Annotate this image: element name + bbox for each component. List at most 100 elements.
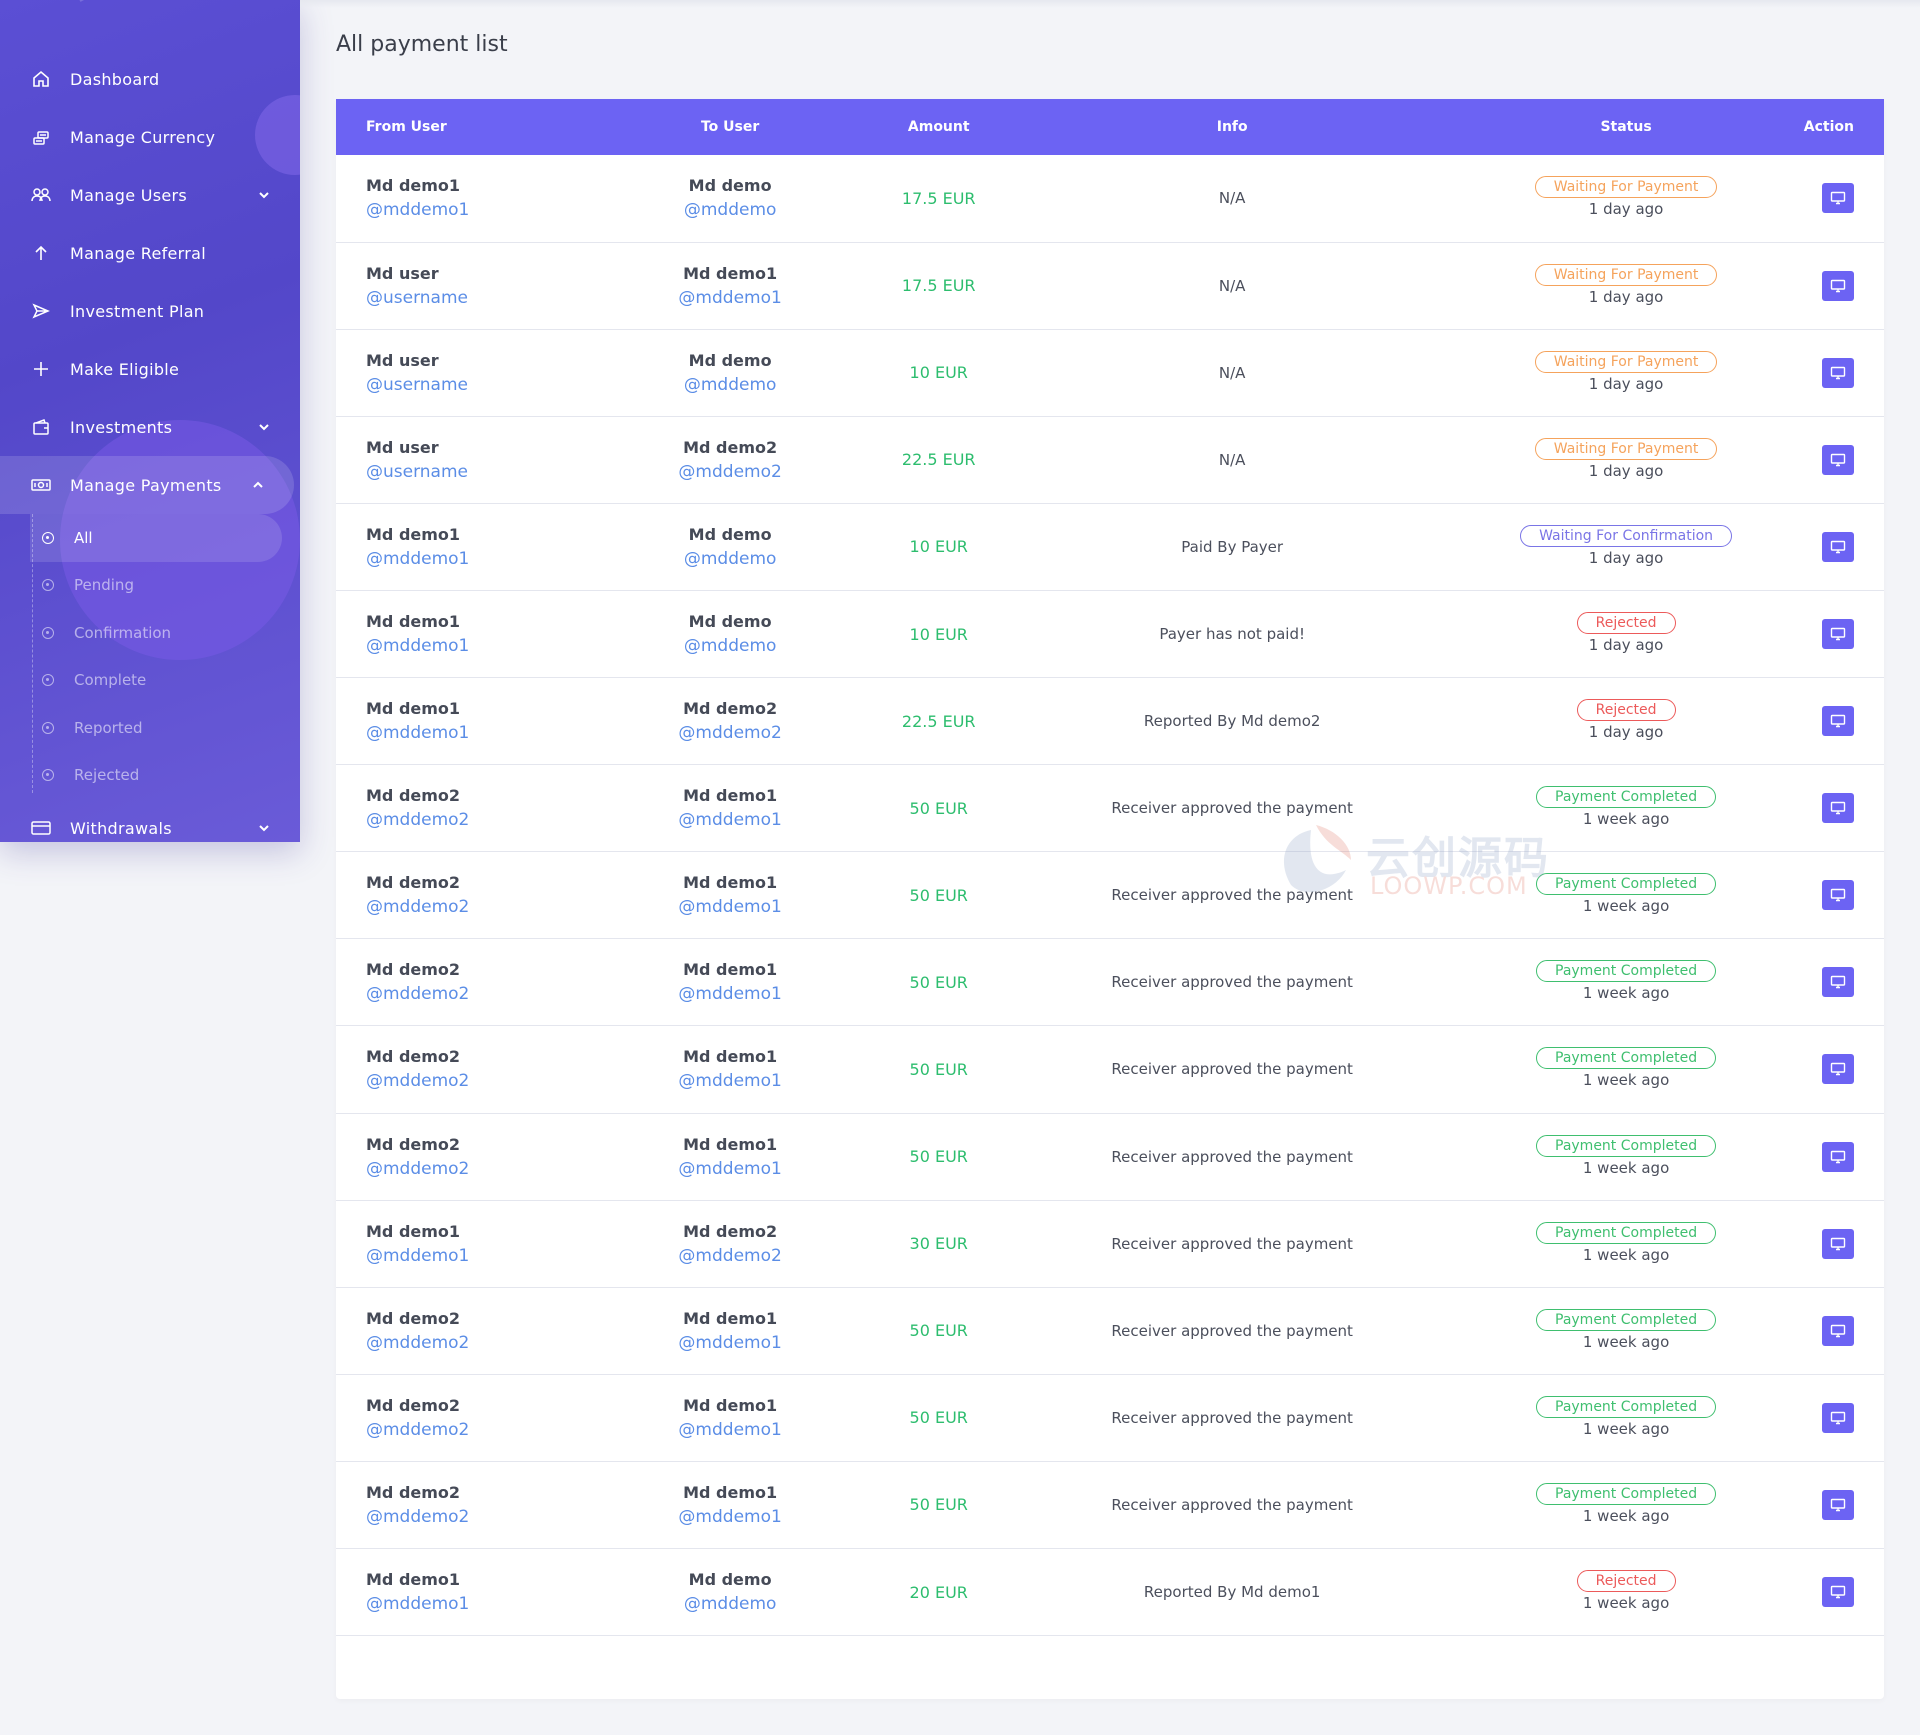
monitor-icon <box>1830 714 1846 728</box>
column-header-info[interactable]: Info <box>1216 119 1248 135</box>
to-user-handle-link[interactable]: @mddemo <box>683 1594 777 1615</box>
sidebar-item-manage-payments[interactable]: Manage Payments <box>0 456 294 514</box>
to-user-handle-link[interactable]: @mddemo2 <box>678 723 782 744</box>
to-user-handle-link[interactable]: @mddemo <box>683 636 777 657</box>
to-user-handle-link[interactable]: @mddemo <box>683 548 777 569</box>
time-ago: 1 week ago <box>1582 1158 1670 1177</box>
submenu-item-reported[interactable]: Reported <box>30 704 300 752</box>
money-icon <box>30 474 52 496</box>
from-user-handle-link[interactable]: @mddemo2 <box>366 984 470 1005</box>
to-user-handle-link[interactable]: @mddemo2 <box>678 461 782 482</box>
sidebar-item-investments[interactable]: Investments <box>0 398 300 456</box>
submenu-item-all[interactable]: All <box>30 514 282 562</box>
table-body: Md demo1 @mddemo1 Md demo @mddemo 17.5 EUR N/… <box>336 155 1884 1636</box>
sidebar-item-make-eligible[interactable]: Make Eligible <box>0 340 300 398</box>
cell-to-user: Md demo1 @mddemo1 <box>599 939 862 1026</box>
cell-action <box>1804 1461 1884 1548</box>
from-user-handle-link[interactable]: @mddemo2 <box>366 897 470 918</box>
radio-dot-icon <box>42 721 54 734</box>
sidebar-item-manage-currency[interactable]: Manage Currency <box>0 108 300 166</box>
cell-info: Receiver approved the payment <box>1016 1200 1448 1287</box>
radio-dot-icon <box>42 769 54 782</box>
view-details-button[interactable] <box>1822 793 1854 824</box>
view-details-button[interactable] <box>1822 1141 1854 1172</box>
from-user-handle-link[interactable]: @mddemo1 <box>366 723 470 744</box>
view-details-button[interactable] <box>1822 1315 1854 1346</box>
from-user-handle-link[interactable]: @mddemo1 <box>366 1245 470 1266</box>
column-header-status[interactable]: Status <box>1600 119 1652 135</box>
to-user-name: Md demo <box>688 612 772 632</box>
from-user-handle-link[interactable]: @mddemo2 <box>366 1332 470 1353</box>
monitor-icon <box>1830 1324 1846 1338</box>
view-details-button[interactable] <box>1822 1489 1854 1520</box>
from-user-handle-link[interactable]: @username <box>366 374 468 395</box>
submenu-item-confirmation[interactable]: Confirmation <box>30 609 300 657</box>
submenu-item-rejected[interactable]: Rejected <box>30 752 300 800</box>
view-details-button[interactable] <box>1822 967 1854 998</box>
column-header-from-user[interactable]: From User <box>366 119 447 135</box>
amount-value: 30 EUR <box>909 1234 968 1254</box>
sidebar-item-withdrawals[interactable]: Withdrawals <box>0 799 300 842</box>
sidebar-item-dashboard[interactable]: Dashboard <box>0 50 300 108</box>
sidebar-item-manage-referral[interactable]: Manage Referral <box>0 224 300 282</box>
cell-from-user: Md demo2 @mddemo2 <box>336 1026 599 1113</box>
submenu-item-complete[interactable]: Complete <box>30 657 300 705</box>
view-details-button[interactable] <box>1822 357 1854 388</box>
to-user-handle-link[interactable]: @mddemo2 <box>678 1245 782 1266</box>
sidebar-menu: Dashboard Manage Currency Manage Users M… <box>0 50 300 842</box>
view-details-button[interactable] <box>1822 183 1854 214</box>
from-user-handle-link[interactable]: @username <box>366 287 468 308</box>
column-header-amount[interactable]: Amount <box>907 119 970 135</box>
view-details-button[interactable] <box>1822 1402 1854 1433</box>
view-details-button[interactable] <box>1822 270 1854 301</box>
to-user-handle-link[interactable]: @mddemo1 <box>678 984 782 1005</box>
view-details-button[interactable] <box>1822 619 1854 650</box>
submenu-item-pending[interactable]: Pending <box>30 562 300 610</box>
to-user-handle-link[interactable]: @mddemo1 <box>678 1071 782 1092</box>
cell-to-user: Md demo @mddemo <box>599 155 862 242</box>
from-user-handle-link[interactable]: @mddemo1 <box>366 548 470 569</box>
from-user-handle-link[interactable]: @mddemo1 <box>366 636 470 657</box>
info-text: Reported By Md demo1 <box>1143 1583 1321 1602</box>
to-user-handle-link[interactable]: @mddemo1 <box>678 1419 782 1440</box>
to-user-handle-link[interactable]: @mddemo <box>683 374 777 395</box>
sidebar-item-manage-users[interactable]: Manage Users <box>0 166 300 224</box>
to-user-handle-link[interactable]: @mddemo <box>683 200 777 221</box>
status-badge: Payment Completed <box>1536 873 1717 896</box>
from-user-handle-link[interactable]: @mddemo1 <box>366 1594 470 1615</box>
from-user-handle-link[interactable]: @mddemo2 <box>366 810 470 831</box>
credit-card-icon <box>30 817 52 839</box>
payment-list-card: From User To User Amount Info Status Act… <box>336 99 1884 1699</box>
from-user-handle-link[interactable]: @mddemo2 <box>366 1071 470 1092</box>
to-user-handle-link[interactable]: @mddemo1 <box>678 1506 782 1527</box>
from-user-handle-link[interactable]: @username <box>366 461 468 482</box>
to-user-handle-link[interactable]: @mddemo1 <box>678 1332 782 1353</box>
to-user-handle-link[interactable]: @mddemo1 <box>678 810 782 831</box>
to-user-name: Md demo1 <box>683 960 778 980</box>
cell-from-user: Md demo1 @mddemo1 <box>336 1549 599 1636</box>
from-user-handle-link[interactable]: @mddemo1 <box>366 200 470 221</box>
view-details-button[interactable] <box>1822 1054 1854 1085</box>
from-user-handle-link[interactable]: @mddemo2 <box>366 1419 470 1440</box>
view-details-button[interactable] <box>1822 706 1854 737</box>
to-user-handle-link[interactable]: @mddemo1 <box>678 897 782 918</box>
amount-value: 17.5 EUR <box>901 188 976 208</box>
view-details-button[interactable] <box>1822 1577 1854 1608</box>
from-user-name: Md user <box>366 350 439 370</box>
to-user-handle-link[interactable]: @mddemo1 <box>678 287 782 308</box>
column-header-to-user[interactable]: To User <box>700 119 760 135</box>
status-badge: Waiting For Payment <box>1534 176 1718 199</box>
view-details-button[interactable] <box>1822 1228 1854 1259</box>
view-details-button[interactable] <box>1822 880 1854 911</box>
cell-info: N/A <box>1016 242 1448 329</box>
cell-amount: 50 EUR <box>861 1287 1016 1374</box>
cell-info: Reported By Md demo1 <box>1016 1549 1448 1636</box>
from-user-handle-link[interactable]: @mddemo2 <box>366 1158 470 1179</box>
from-user-handle-link[interactable]: @mddemo2 <box>366 1506 470 1527</box>
sidebar-item-label: Investments <box>70 417 173 437</box>
cell-info: Receiver approved the payment <box>1016 1374 1448 1461</box>
view-details-button[interactable] <box>1822 444 1854 475</box>
view-details-button[interactable] <box>1822 531 1854 562</box>
to-user-handle-link[interactable]: @mddemo1 <box>678 1158 782 1179</box>
sidebar-item-investment-plan[interactable]: Investment Plan <box>0 282 300 340</box>
